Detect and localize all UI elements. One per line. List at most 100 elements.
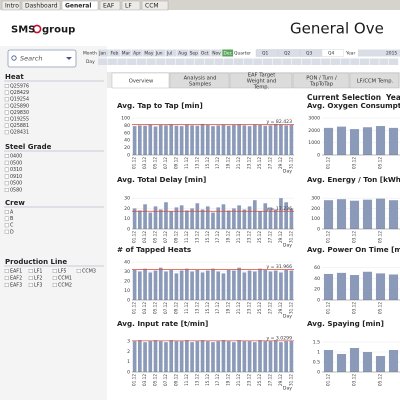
month-cell[interactable] xyxy=(188,49,200,57)
checkbox[interactable] xyxy=(28,276,33,281)
quarter-cell[interactable] xyxy=(277,49,300,57)
checkbox[interactable] xyxy=(4,130,9,135)
top-tab[interactable] xyxy=(141,0,169,11)
month-cell[interactable] xyxy=(120,49,132,57)
checkbox[interactable] xyxy=(4,209,9,214)
top-tab[interactable] xyxy=(61,0,99,11)
quarter-cell[interactable] xyxy=(299,49,322,57)
content-tab[interactable] xyxy=(349,72,400,89)
day-cell[interactable] xyxy=(321,58,331,66)
checkbox[interactable] xyxy=(4,83,9,88)
year-cell[interactable] xyxy=(358,49,400,57)
day-cell[interactable] xyxy=(204,58,214,66)
checkbox[interactable] xyxy=(4,269,9,274)
content-tab[interactable] xyxy=(292,72,350,89)
day-cell[interactable] xyxy=(107,58,117,66)
checkbox[interactable] xyxy=(4,90,9,95)
top-tab[interactable] xyxy=(21,0,61,11)
checkbox[interactable] xyxy=(4,103,9,108)
checkbox[interactable] xyxy=(4,187,9,192)
checkbox[interactable] xyxy=(4,283,9,288)
checkbox[interactable] xyxy=(4,276,9,281)
day-cell[interactable] xyxy=(98,58,108,66)
bar xyxy=(185,268,189,300)
day-cell[interactable] xyxy=(282,58,292,66)
month-cell[interactable] xyxy=(165,49,177,57)
month-cell[interactable] xyxy=(211,49,222,57)
month-cell[interactable] xyxy=(109,49,121,57)
day-cell[interactable] xyxy=(262,58,273,66)
day-cell[interactable] xyxy=(369,58,379,66)
checkbox[interactable] xyxy=(4,167,9,172)
checkbox[interactable] xyxy=(4,223,9,228)
top-tab[interactable] xyxy=(121,0,141,11)
checkbox[interactable] xyxy=(52,276,57,281)
day-cell[interactable] xyxy=(350,58,360,66)
day-cell[interactable] xyxy=(165,58,176,66)
checkbox[interactable] xyxy=(4,160,9,165)
search-box[interactable] xyxy=(7,49,77,68)
content-tab[interactable] xyxy=(169,72,230,89)
day-cell[interactable] xyxy=(136,58,146,66)
checkbox[interactable] xyxy=(4,123,9,128)
checkbox[interactable] xyxy=(4,110,9,115)
day-cell[interactable] xyxy=(330,58,340,66)
day-cell[interactable] xyxy=(224,58,234,66)
bar xyxy=(200,209,205,229)
day-cell[interactable] xyxy=(185,58,195,66)
checkbox[interactable] xyxy=(28,269,33,274)
checkbox[interactable] xyxy=(76,269,81,274)
day-cell[interactable] xyxy=(214,58,224,66)
day-cell[interactable] xyxy=(389,58,399,66)
month-cell[interactable] xyxy=(154,49,166,57)
bar xyxy=(226,210,231,229)
month-cell[interactable] xyxy=(131,49,143,57)
day-cell[interactable] xyxy=(272,58,282,66)
day-cell[interactable] xyxy=(156,58,166,66)
checkbox[interactable] xyxy=(28,283,33,288)
checkbox[interactable] xyxy=(52,283,57,288)
checkbox[interactable] xyxy=(4,216,9,221)
checkbox[interactable] xyxy=(52,269,57,274)
day-cell[interactable] xyxy=(340,58,350,66)
day-cell[interactable] xyxy=(292,58,302,66)
day-cell[interactable] xyxy=(253,58,263,66)
month-cell[interactable] xyxy=(199,49,211,57)
month: Nov xyxy=(212,51,221,57)
day-cell[interactable] xyxy=(127,58,137,66)
day-cell[interactable] xyxy=(233,58,243,66)
day-cell[interactable] xyxy=(243,58,253,66)
checkbox[interactable] xyxy=(4,97,9,102)
x-tick-label: 23.12 xyxy=(247,231,252,243)
top-tab[interactable] xyxy=(99,0,121,11)
day-cell[interactable] xyxy=(311,58,321,66)
day-cell[interactable] xyxy=(195,58,205,66)
bar xyxy=(232,270,236,300)
content-tab[interactable] xyxy=(111,72,170,89)
x-tick-label: 19.12 xyxy=(226,302,231,314)
month-cell[interactable] xyxy=(143,49,154,57)
checkbox[interactable] xyxy=(4,229,9,234)
month-cell[interactable] xyxy=(222,49,234,57)
quarter-cell[interactable] xyxy=(321,49,344,57)
day-cell[interactable] xyxy=(146,58,156,66)
top-tab[interactable] xyxy=(1,0,21,11)
month-cell[interactable] xyxy=(177,49,188,57)
day-cell[interactable] xyxy=(175,58,185,66)
checkbox[interactable] xyxy=(4,153,9,158)
day-cell[interactable] xyxy=(359,58,370,66)
content-tab[interactable] xyxy=(229,72,293,89)
x-tick-label: 27.12 xyxy=(267,374,272,386)
day-cell[interactable] xyxy=(301,58,311,66)
sidebar-item: A xyxy=(10,210,14,216)
day-cell[interactable] xyxy=(117,58,127,66)
x-axis-label: Day xyxy=(283,314,292,320)
bar xyxy=(190,125,194,155)
checkbox[interactable] xyxy=(4,174,9,179)
checkbox[interactable] xyxy=(4,116,9,121)
day-cell[interactable] xyxy=(379,58,389,66)
quarter-cell[interactable] xyxy=(255,49,278,57)
month-cell[interactable] xyxy=(98,49,109,57)
logo-mark xyxy=(32,24,42,34)
checkbox[interactable] xyxy=(4,181,9,186)
